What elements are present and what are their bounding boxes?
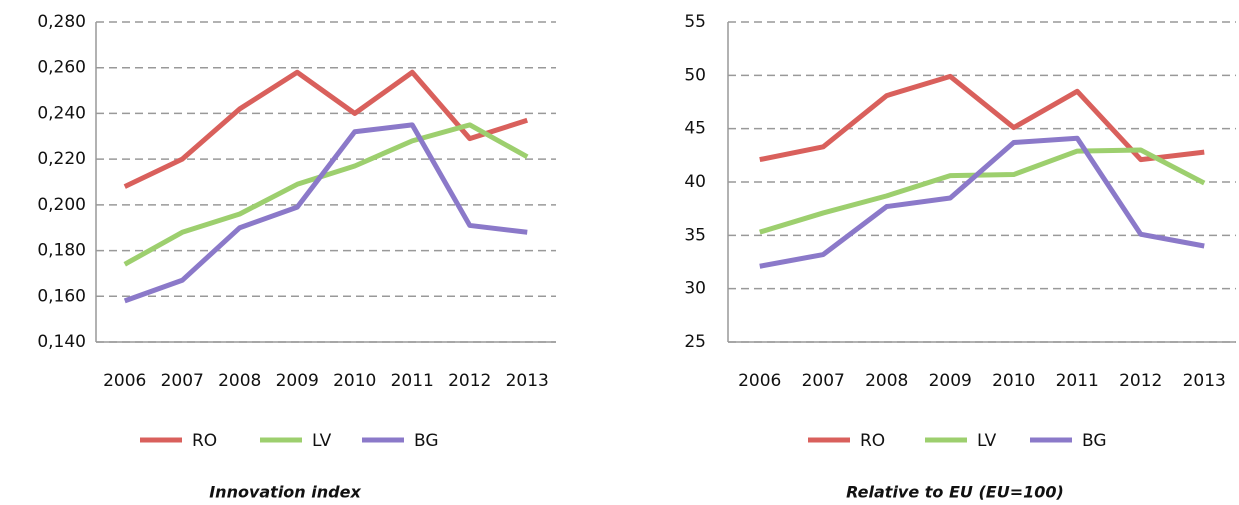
y-tick-label: 50 <box>684 65 706 85</box>
y-tick-label: 0,160 <box>37 286 86 306</box>
x-tick-label: 2007 <box>161 371 204 391</box>
y-tick-label: 0,220 <box>37 149 86 169</box>
x-tick-label: 2006 <box>738 371 781 391</box>
series-line <box>759 147 1206 235</box>
x-tick-label: 2008 <box>218 371 261 391</box>
y-tick-label: 30 <box>684 279 706 299</box>
x-tick-label: 2013 <box>506 371 549 391</box>
y-tick-label: 0,180 <box>37 241 86 261</box>
legend-label: BG <box>1082 431 1107 451</box>
y-tick-label: 40 <box>684 172 706 192</box>
x-tick-label: 2008 <box>865 371 908 391</box>
x-tick-label: 2013 <box>1183 371 1226 391</box>
legend-label: RO <box>192 431 217 451</box>
x-tick-label: 2006 <box>103 371 146 391</box>
y-tick-label: 0,240 <box>37 103 86 123</box>
y-tick-label: 0,140 <box>37 332 86 352</box>
series-line <box>759 135 1205 269</box>
y-tick-label: 35 <box>684 225 706 245</box>
x-tick-label: 2009 <box>276 371 319 391</box>
x-tick-label: 2011 <box>391 371 434 391</box>
x-tick-label: 2007 <box>802 371 845 391</box>
y-tick-label: 0,200 <box>37 195 86 215</box>
series-line <box>759 73 1205 163</box>
y-tick-label: 0,280 <box>37 12 86 32</box>
y-tick-label: 0,260 <box>37 58 86 78</box>
series-line <box>123 122 529 267</box>
x-tick-label: 2012 <box>448 371 491 391</box>
x-tick-label: 2010 <box>333 371 376 391</box>
x-tick-label: 2011 <box>1056 371 1099 391</box>
legend-label: LV <box>977 431 997 451</box>
legend-label: BG <box>414 431 439 451</box>
chart-caption: Innovation index <box>209 483 361 502</box>
chart-caption: Relative to EU (EU=100) <box>846 483 1064 502</box>
legend-label: RO <box>860 431 885 451</box>
legend-label: LV <box>312 431 332 451</box>
x-tick-label: 2012 <box>1119 371 1162 391</box>
y-tick-label: 55 <box>684 12 706 32</box>
y-tick-label: 25 <box>684 332 706 352</box>
x-tick-label: 2010 <box>992 371 1035 391</box>
x-tick-label: 2009 <box>929 371 972 391</box>
y-tick-label: 45 <box>684 119 706 139</box>
series-line <box>123 122 528 304</box>
